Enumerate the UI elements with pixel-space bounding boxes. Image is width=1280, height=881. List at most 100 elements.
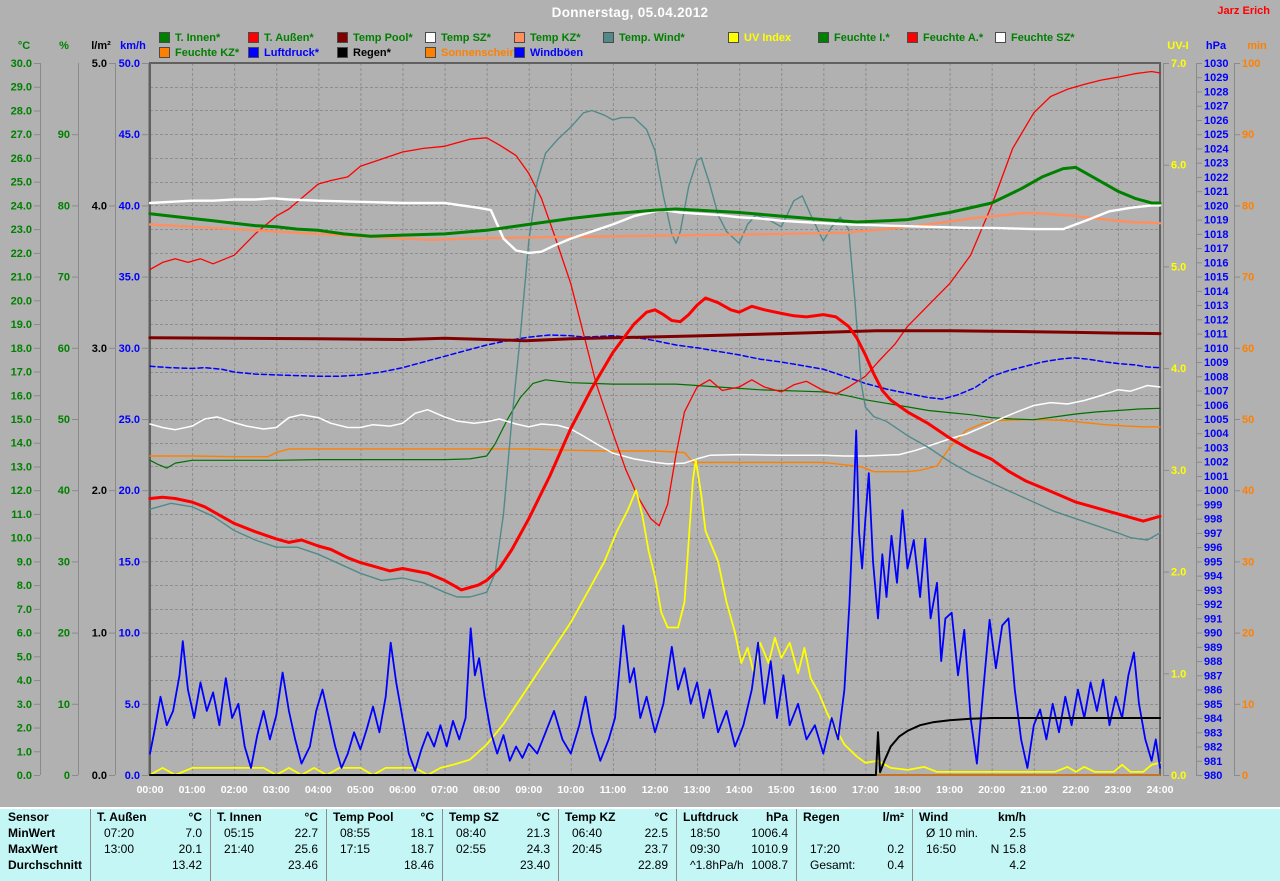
svg-text:1022: 1022 — [1204, 172, 1228, 184]
stat-time: 17:20 — [810, 842, 841, 856]
svg-text:19.0: 19.0 — [11, 319, 32, 331]
stat-value: 20.1 — [178, 842, 202, 856]
legend-item-temp_kz[interactable]: Temp KZ* — [514, 31, 581, 44]
stat-time — [797, 825, 904, 841]
legend-item-feuchte_sz[interactable]: Feuchte SZ* — [995, 31, 1075, 44]
svg-text:20:00: 20:00 — [978, 784, 1005, 796]
svg-text:1.0: 1.0 — [1171, 668, 1186, 680]
legend-item-windboeen[interactable]: Windböen — [514, 46, 583, 59]
stat-value: 0.4 — [887, 858, 904, 872]
legend-item-temp_sz[interactable]: Temp SZ* — [425, 31, 491, 44]
stat-time: 06:40 — [572, 826, 603, 840]
svg-text:60: 60 — [1242, 343, 1254, 355]
legend-label: Luftdruck* — [264, 46, 319, 59]
svg-text:28.0: 28.0 — [11, 105, 32, 117]
svg-text:1016: 1016 — [1204, 257, 1228, 269]
svg-text:1025: 1025 — [1204, 129, 1228, 141]
stat-sensor-name: T. Innen — [217, 810, 262, 824]
legend-item-temp_wind[interactable]: Temp. Wind* — [603, 31, 685, 44]
stat-value: 22.7 — [294, 826, 318, 840]
svg-text:990: 990 — [1204, 628, 1222, 640]
svg-text:989: 989 — [1204, 642, 1222, 654]
legend-color-swatch-uv — [728, 32, 739, 43]
axis-unit-percent: % — [59, 40, 69, 52]
stat-value: 25.6 — [294, 842, 318, 856]
stat-value: 13.42 — [171, 858, 202, 872]
stats-table: Sensor MinWert MaxWert Durchschnitt T. Außen… — [0, 807, 1280, 881]
legend-item-feuchte_i[interactable]: Feuchte I.* — [818, 31, 890, 44]
legend-color-swatch-temp_kz — [514, 32, 525, 43]
axis-min: 0 10 20 30 40 50 60 70 80 90 100 min — [1234, 40, 1267, 782]
svg-text:12:00: 12:00 — [642, 784, 669, 796]
svg-text:1.0: 1.0 — [17, 746, 32, 758]
legend-color-swatch-feuchte_sz — [995, 32, 1006, 43]
legend-label: Feuchte A.* — [923, 31, 984, 44]
series-uv — [149, 458, 1161, 776]
legend-label: UV Index — [744, 31, 792, 44]
svg-text:987: 987 — [1204, 670, 1222, 682]
row-label: MinWert — [8, 826, 56, 840]
svg-text:5.0: 5.0 — [17, 651, 32, 663]
legend-item-sonnenschein[interactable]: Sonnenschein — [425, 46, 516, 59]
svg-text:80: 80 — [1242, 200, 1254, 212]
stat-group-regen: Regen l/m² 17:20 0.2 Gesamt: 0.4 — [796, 809, 912, 881]
svg-text:21.0: 21.0 — [11, 272, 32, 284]
legend-item-temp_pool[interactable]: Temp Pool* — [337, 31, 413, 44]
svg-text:20.0: 20.0 — [119, 485, 140, 497]
svg-text:1020: 1020 — [1204, 200, 1228, 212]
stat-value: 0.2 — [887, 842, 904, 856]
legend-item-feuchte_a[interactable]: Feuchte A.* — [907, 31, 983, 44]
stat-value: 1006.4 — [751, 826, 788, 840]
stat-value: 18.7 — [410, 842, 434, 856]
stat-sensor-unit: °C — [188, 810, 202, 824]
svg-text:1027: 1027 — [1204, 101, 1228, 113]
legend-item-regen[interactable]: Regen* — [337, 46, 391, 59]
legend-color-swatch-t_innen — [159, 32, 170, 43]
svg-text:1011: 1011 — [1204, 329, 1228, 341]
svg-text:14.0: 14.0 — [11, 438, 32, 450]
stat-time: 09:30 — [690, 842, 721, 856]
stat-time: 02:55 — [456, 842, 487, 856]
svg-text:22.0: 22.0 — [11, 248, 32, 260]
stat-sensor-name: T. Außen — [97, 810, 147, 824]
svg-text:14:00: 14:00 — [726, 784, 753, 796]
legend-item-feuchte_kz[interactable]: Feuchte KZ* — [159, 46, 239, 59]
svg-text:1023: 1023 — [1204, 158, 1228, 170]
legend-item-t_innen[interactable]: T. Innen* — [159, 31, 220, 44]
legend-item-uv[interactable]: UV Index — [728, 31, 791, 44]
svg-text:8.0: 8.0 — [17, 580, 32, 592]
legend-label: Windböen — [530, 46, 584, 59]
legend-label: Temp Pool* — [353, 31, 413, 44]
table-row-labels: Sensor MinWert MaxWert Durchschnitt — [8, 809, 88, 873]
svg-text:0.0: 0.0 — [17, 770, 32, 782]
series-feuchte_i — [149, 379, 1161, 469]
svg-text:2.0: 2.0 — [1171, 567, 1186, 579]
svg-text:17.0: 17.0 — [11, 367, 32, 379]
legend-label: Temp KZ* — [530, 31, 581, 44]
stat-sensor-unit: °C — [304, 810, 318, 824]
stat-time: 18:50 — [690, 826, 721, 840]
svg-text:15:00: 15:00 — [768, 784, 795, 796]
legend-item-t_aussen[interactable]: T. Außen* — [248, 31, 314, 44]
series-regen — [149, 717, 1161, 776]
svg-text:22:00: 22:00 — [1062, 784, 1089, 796]
svg-text:5.0: 5.0 — [125, 699, 140, 711]
stat-value: 22.89 — [637, 858, 668, 872]
legend-item-luftdruck[interactable]: Luftdruck* — [248, 46, 319, 59]
legend-label: T. Außen* — [264, 31, 314, 44]
svg-text:3.0: 3.0 — [17, 699, 32, 711]
svg-text:40.0: 40.0 — [119, 200, 140, 212]
chart-region: Donnerstag, 05.04.2012 Jarz Erich T. Inn… — [10, 5, 1270, 796]
svg-text:1001: 1001 — [1204, 471, 1228, 483]
svg-text:994: 994 — [1204, 571, 1223, 583]
stat-sensor-unit: km/h — [997, 810, 1026, 824]
svg-text:18:00: 18:00 — [894, 784, 921, 796]
svg-text:05:00: 05:00 — [347, 784, 374, 796]
svg-text:3.0: 3.0 — [1171, 465, 1186, 477]
stat-time: ^1.8hPa/h — [690, 858, 744, 872]
svg-text:4.0: 4.0 — [1171, 363, 1186, 375]
svg-text:5.0: 5.0 — [1171, 261, 1186, 273]
legend-label: Feuchte SZ* — [1011, 31, 1075, 44]
stat-time — [91, 857, 172, 873]
